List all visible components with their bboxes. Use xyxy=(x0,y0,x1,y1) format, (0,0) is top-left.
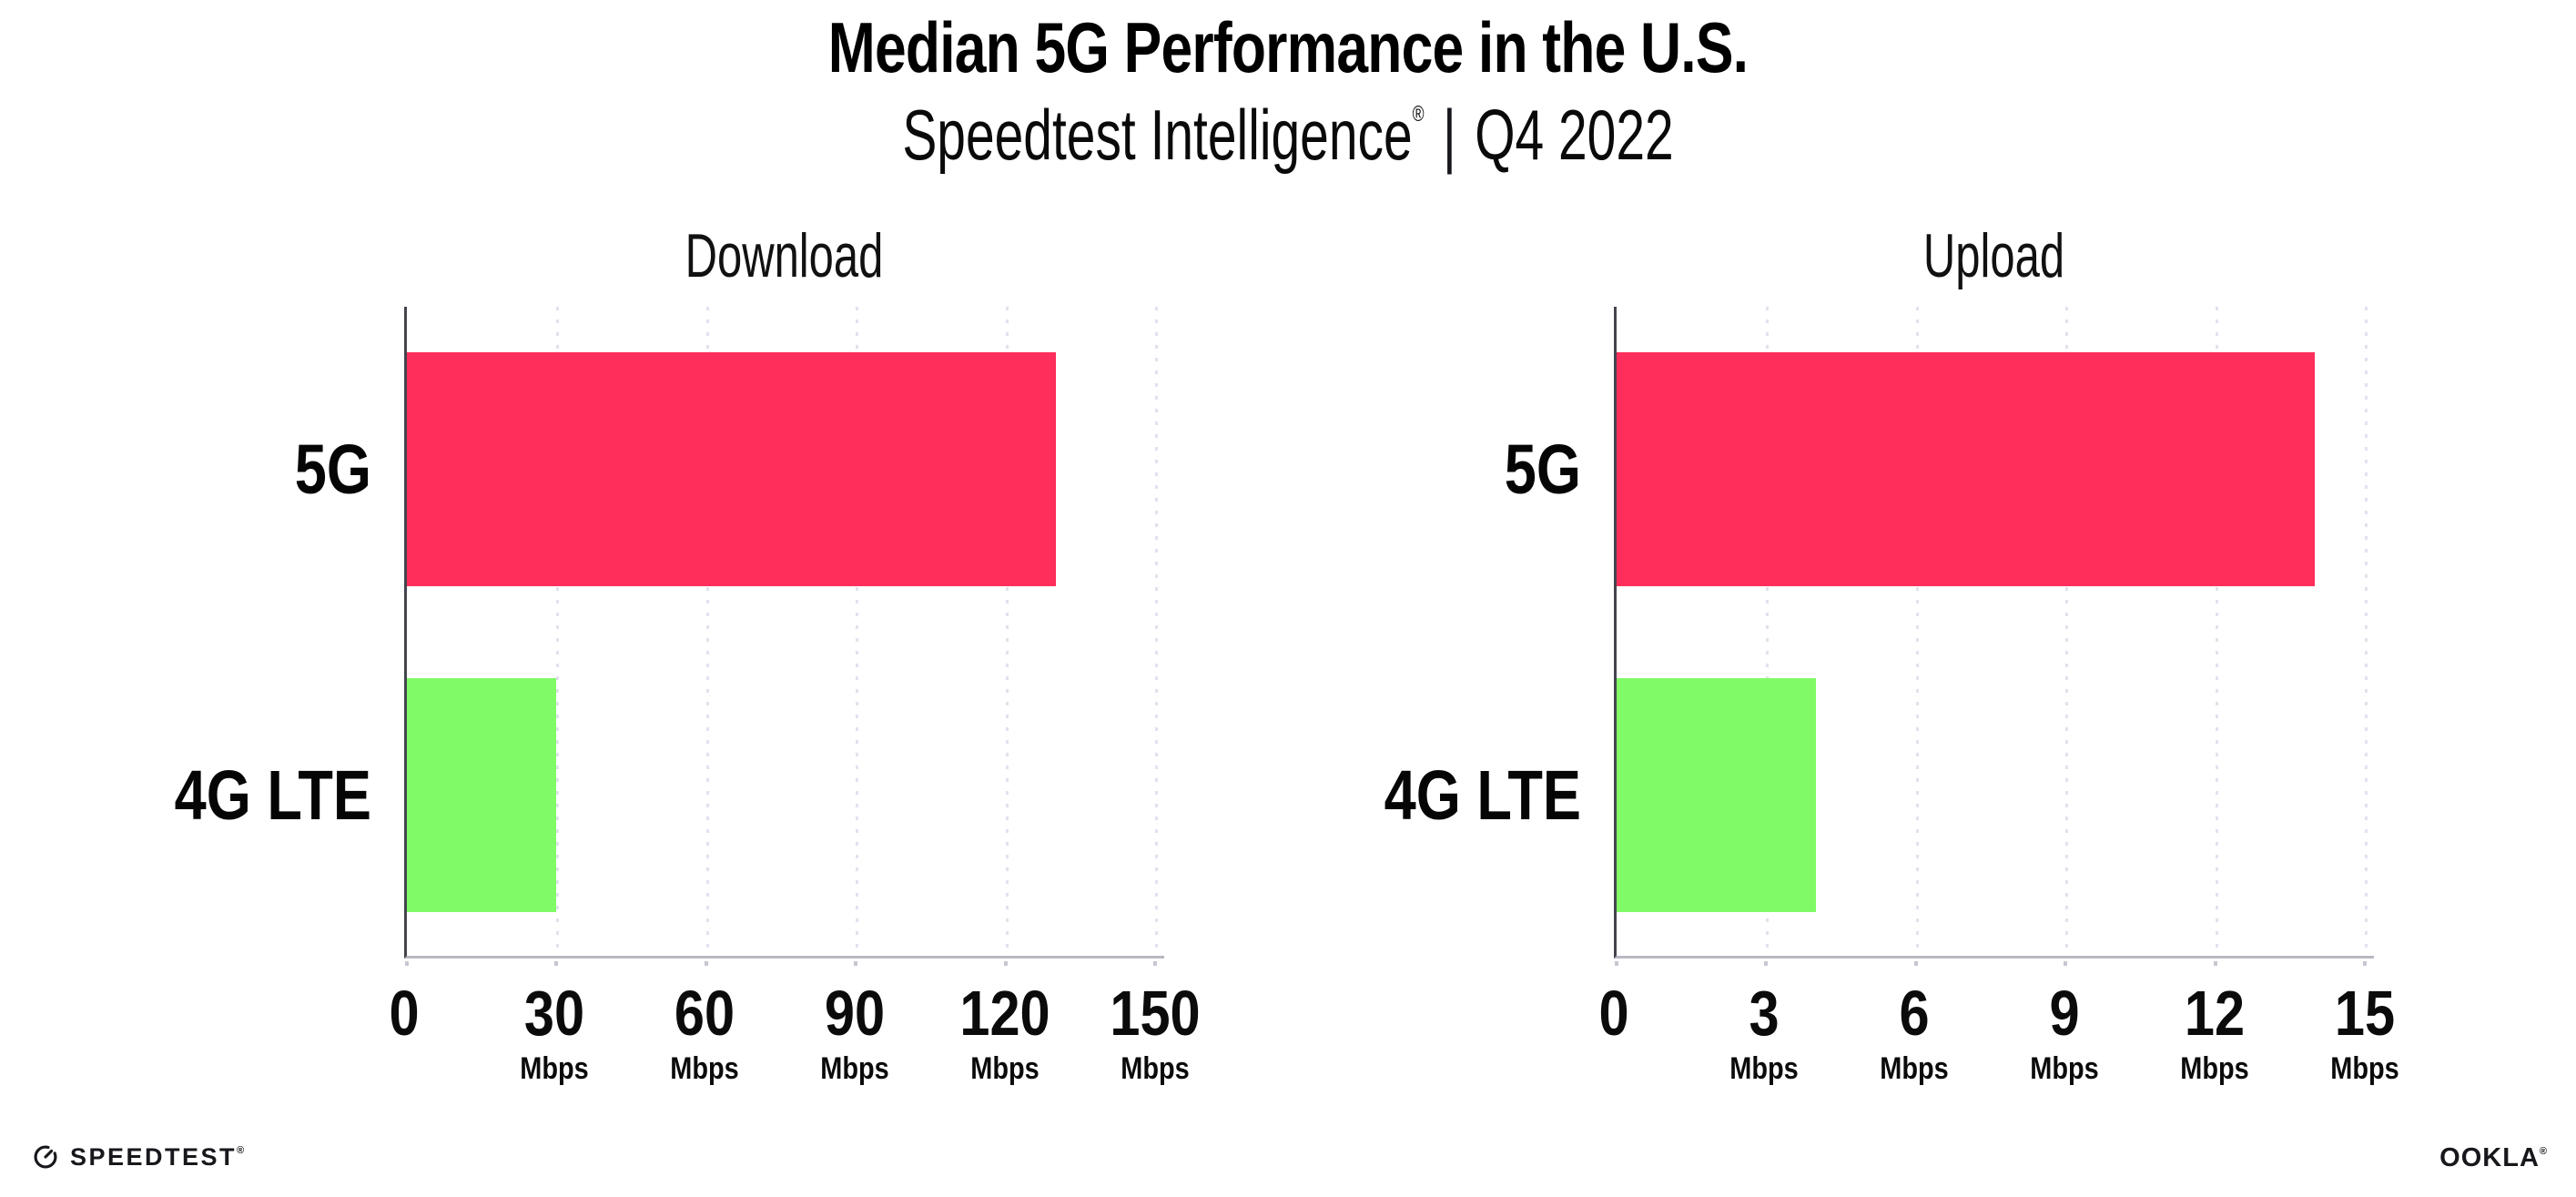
x-tick-mark-0 xyxy=(405,961,409,966)
x-tick-label-6: 6 Mbps xyxy=(1823,981,2005,1084)
gridline-15 xyxy=(2365,307,2368,956)
gridline-30 xyxy=(556,307,560,956)
x-tick-value: 150 xyxy=(1110,978,1201,1049)
x-tick-unit: Mbps xyxy=(970,1051,1040,1086)
x-tick-unit: Mbps xyxy=(2030,1051,2099,1086)
x-tick-unit: Mbps xyxy=(2330,1051,2399,1086)
x-tick-value: 90 xyxy=(824,978,886,1049)
bar-5g-upload xyxy=(1617,352,2316,586)
x-tick-unit: Mbps xyxy=(1729,1051,1799,1086)
y-axis-label-4g-lte: 4G LTE xyxy=(1384,756,1581,835)
speedtest-logo: SPEEDTEST® xyxy=(33,1141,244,1172)
x-tick-label-12: 12 Mbps xyxy=(2124,981,2306,1084)
upload-chart: Upload 0 3 Mbps 6 Mbps 9 Mbps 12 Mbps 15 Mbps 5G 4G … xyxy=(1384,0,2399,1197)
x-tick-label-30: 30 Mbps xyxy=(463,981,645,1084)
gridline-3 xyxy=(1766,307,1770,956)
x-tick-label-0: 0 xyxy=(313,981,495,1045)
gridline-6 xyxy=(1915,307,1919,956)
x-tick-unit: Mbps xyxy=(520,1051,589,1086)
x-tick-unit: Mbps xyxy=(670,1051,739,1086)
gridline-60 xyxy=(705,307,709,956)
ookla-registered-mark: ® xyxy=(2539,1146,2547,1157)
x-tick-unit: Mbps xyxy=(820,1051,889,1086)
x-tick-mark-9 xyxy=(2064,961,2068,966)
x-tick-unit: Mbps xyxy=(1880,1051,1949,1086)
x-tick-label-0: 0 xyxy=(1523,981,1705,1045)
x-tick-value: 30 xyxy=(523,978,585,1049)
x-tick-mark-15 xyxy=(2363,961,2368,966)
x-tick-mark-30 xyxy=(554,961,559,966)
x-tick-value: 3 xyxy=(1749,978,1780,1049)
registered-mark: ® xyxy=(1412,102,1425,127)
x-tick-value: 120 xyxy=(959,978,1050,1049)
x-tick-value: 6 xyxy=(1899,978,1930,1049)
speedtest-registered-mark: ® xyxy=(237,1144,245,1156)
subtitle-period: Q4 2022 xyxy=(1475,95,1674,175)
x-tick-value: 60 xyxy=(674,978,735,1049)
x-tick-mark-150 xyxy=(1153,961,1158,966)
gridline-90 xyxy=(856,307,859,956)
x-tick-mark-60 xyxy=(704,961,708,966)
x-tick-value: 12 xyxy=(2184,978,2246,1049)
x-tick-mark-90 xyxy=(854,961,858,966)
upload-plot-area xyxy=(1614,307,2374,966)
x-tick-value: 0 xyxy=(389,978,420,1049)
bar-5g-download xyxy=(407,352,1056,586)
x-tick-label-15: 15 Mbps xyxy=(2274,981,2456,1084)
subtitle-divider: | xyxy=(1442,95,1456,175)
gridline-12 xyxy=(2215,307,2218,956)
x-tick-label-150: 150 Mbps xyxy=(1064,981,1246,1084)
download-chart: Download 0 30 Mbps 60 Mbps 90 Mbps 120 Mbps 150 Mb… xyxy=(175,0,1201,1197)
x-tick-value: 15 xyxy=(2334,978,2396,1049)
download-plot-area xyxy=(404,307,1164,966)
x-tick-mark-0 xyxy=(1615,961,1618,966)
gridline-150 xyxy=(1155,307,1159,956)
x-tick-mark-120 xyxy=(1003,961,1008,966)
speedtest-gauge-icon xyxy=(34,1145,57,1169)
x-tick-mark-12 xyxy=(2213,961,2217,966)
x-tick-unit: Mbps xyxy=(1121,1051,1190,1086)
x-tick-label-60: 60 Mbps xyxy=(614,981,796,1084)
x-tick-unit: Mbps xyxy=(2180,1051,2249,1086)
x-tick-label-3: 3 Mbps xyxy=(1673,981,1855,1084)
x-tick-label-120: 120 Mbps xyxy=(914,981,1096,1084)
ookla-logo: OOKLA® xyxy=(2439,1145,2547,1172)
y-axis-label-5g: 5G xyxy=(294,431,371,509)
x-tick-label-9: 9 Mbps xyxy=(1973,981,2155,1084)
gridline-9 xyxy=(2065,307,2069,956)
gridline-120 xyxy=(1005,307,1009,956)
page-title: Median 5G Performance in the U.S. xyxy=(827,7,1749,87)
x-tick-value: 0 xyxy=(1598,978,1629,1049)
speedtest-wordmark: SPEEDTEST® xyxy=(70,1142,245,1171)
x-tick-mark-3 xyxy=(1764,961,1769,966)
page-subtitle: Speedtest Intelligence® | Q4 2022 xyxy=(348,95,2228,175)
x-tick-mark-6 xyxy=(1913,961,1918,966)
y-axis-label-4g-lte: 4G LTE xyxy=(174,756,371,835)
chart-title-upload: Upload xyxy=(1922,221,2065,290)
x-tick-label-90: 90 Mbps xyxy=(764,981,946,1084)
subtitle-brand: Speedtest Intelligence xyxy=(902,95,1413,175)
x-tick-value: 9 xyxy=(2049,978,2080,1049)
ookla-wordmark: OOKLA xyxy=(2439,1143,2540,1172)
bar-4g-lte-download xyxy=(407,678,557,912)
chart-title-download: Download xyxy=(685,221,884,290)
bar-4g-lte-upload xyxy=(1617,678,1817,912)
y-axis-label-5g: 5G xyxy=(1504,431,1581,509)
